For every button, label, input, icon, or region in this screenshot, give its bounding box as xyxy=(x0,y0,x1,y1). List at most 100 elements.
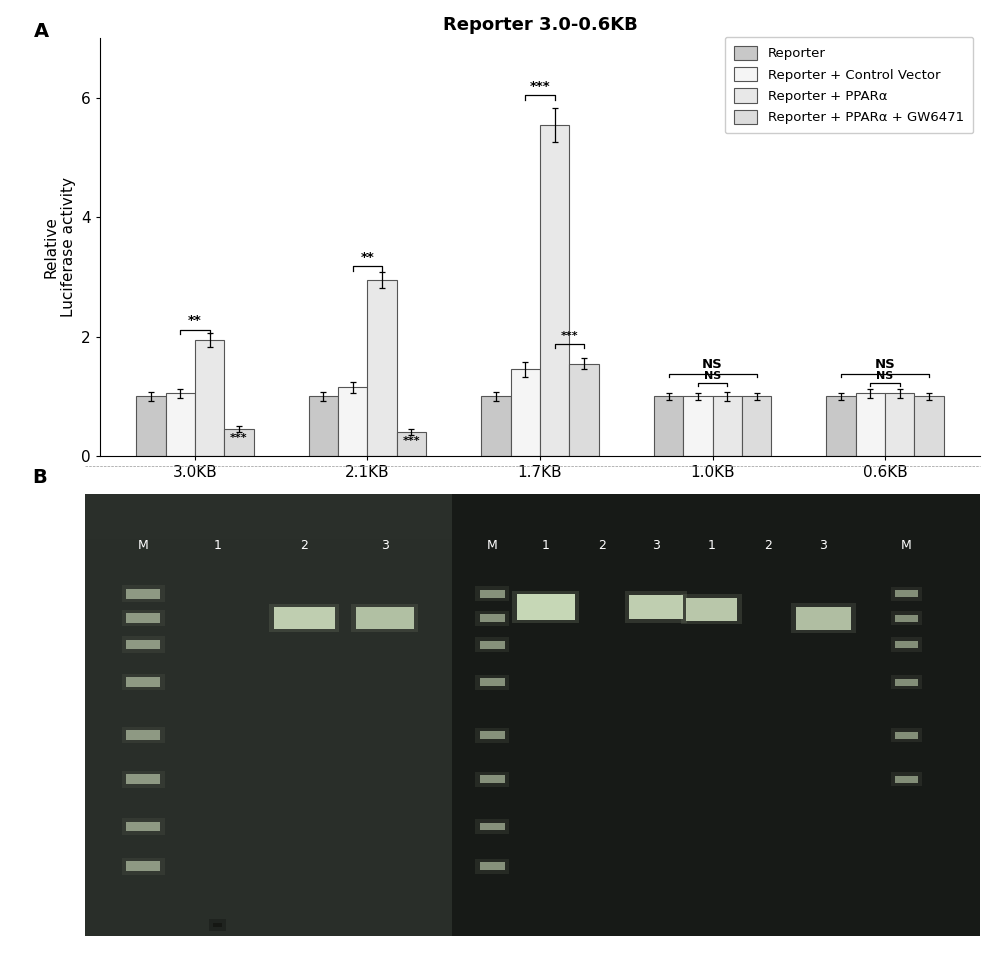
Text: 1: 1 xyxy=(708,539,715,552)
Text: M: M xyxy=(138,539,149,552)
Bar xyxy=(480,614,505,622)
Bar xyxy=(122,771,165,787)
Bar xyxy=(338,388,367,456)
Bar xyxy=(85,693,452,715)
Bar xyxy=(122,727,165,743)
Bar xyxy=(895,641,918,648)
Bar xyxy=(481,396,511,456)
Bar xyxy=(85,914,452,936)
Y-axis label: Relative
Luciferase activity: Relative Luciferase activity xyxy=(43,178,76,317)
Bar xyxy=(511,370,540,456)
Bar xyxy=(891,611,922,625)
Text: ***: *** xyxy=(530,80,550,93)
Text: 1: 1 xyxy=(542,539,550,552)
Text: B: B xyxy=(32,468,47,488)
Text: **: ** xyxy=(361,251,374,264)
Bar xyxy=(569,364,599,456)
Text: ***: *** xyxy=(561,331,578,342)
Bar xyxy=(224,429,254,456)
Bar xyxy=(452,583,980,671)
Bar xyxy=(895,679,918,685)
Bar xyxy=(122,858,165,875)
Text: ***: *** xyxy=(230,433,248,444)
Bar xyxy=(126,588,160,599)
Bar xyxy=(475,858,509,874)
Text: A: A xyxy=(34,22,49,40)
Bar xyxy=(122,674,165,690)
Text: 3: 3 xyxy=(381,539,389,552)
Text: NS: NS xyxy=(875,358,895,372)
Bar xyxy=(713,396,742,456)
Bar xyxy=(625,591,687,623)
Bar xyxy=(126,639,160,649)
Text: NS: NS xyxy=(876,371,894,381)
Bar xyxy=(796,607,851,630)
Bar xyxy=(681,594,742,624)
Bar xyxy=(122,610,165,627)
Bar xyxy=(480,732,505,739)
Bar xyxy=(791,603,856,633)
Bar xyxy=(126,731,160,740)
Bar xyxy=(85,561,452,583)
Text: M: M xyxy=(487,539,498,552)
Bar xyxy=(480,823,505,830)
Bar xyxy=(85,494,452,516)
Bar xyxy=(512,590,579,623)
Bar xyxy=(309,396,338,456)
Bar xyxy=(452,671,980,759)
Bar xyxy=(452,759,980,848)
Bar xyxy=(85,516,452,539)
Bar xyxy=(891,637,922,652)
Bar xyxy=(122,586,165,602)
Text: ***: *** xyxy=(403,436,420,446)
Bar xyxy=(480,640,505,649)
Bar xyxy=(122,636,165,653)
Bar xyxy=(452,494,980,583)
Bar xyxy=(85,826,452,848)
Bar xyxy=(397,432,426,456)
Bar xyxy=(891,587,922,601)
Bar xyxy=(85,605,452,627)
Bar xyxy=(195,340,224,456)
Bar xyxy=(856,394,885,456)
Bar xyxy=(126,861,160,871)
Bar xyxy=(480,776,505,783)
Bar xyxy=(891,772,922,786)
Bar xyxy=(452,494,980,936)
Bar xyxy=(452,848,980,936)
Bar xyxy=(914,396,944,456)
Bar xyxy=(85,715,452,737)
Bar xyxy=(475,819,509,834)
Bar xyxy=(895,614,918,621)
Bar xyxy=(891,675,922,689)
Bar xyxy=(895,732,918,738)
Bar xyxy=(269,604,339,633)
Bar xyxy=(826,396,856,456)
Bar xyxy=(122,818,165,835)
Bar xyxy=(475,587,509,601)
Bar xyxy=(85,649,452,671)
Bar xyxy=(126,677,160,687)
Bar xyxy=(895,776,918,782)
Legend: Reporter, Reporter + Control Vector, Reporter + PPARα, Reporter + PPARα + GW6471: Reporter, Reporter + Control Vector, Rep… xyxy=(724,36,973,133)
Bar xyxy=(126,613,160,623)
Text: NS: NS xyxy=(702,358,723,372)
Bar xyxy=(85,870,452,892)
Bar xyxy=(85,494,452,936)
Bar xyxy=(629,595,683,619)
Bar xyxy=(480,862,505,870)
Bar xyxy=(85,737,452,759)
Bar xyxy=(475,611,509,626)
Bar xyxy=(85,539,452,561)
Bar xyxy=(85,759,452,781)
Bar xyxy=(85,804,452,826)
Bar xyxy=(683,396,713,456)
Text: **: ** xyxy=(188,314,202,327)
Bar xyxy=(166,394,195,456)
Text: 2: 2 xyxy=(764,539,772,552)
Text: 1: 1 xyxy=(214,539,221,552)
Title: Reporter 3.0-0.6KB: Reporter 3.0-0.6KB xyxy=(443,16,637,34)
Bar xyxy=(126,775,160,784)
Bar xyxy=(517,594,575,620)
Bar xyxy=(885,394,914,456)
